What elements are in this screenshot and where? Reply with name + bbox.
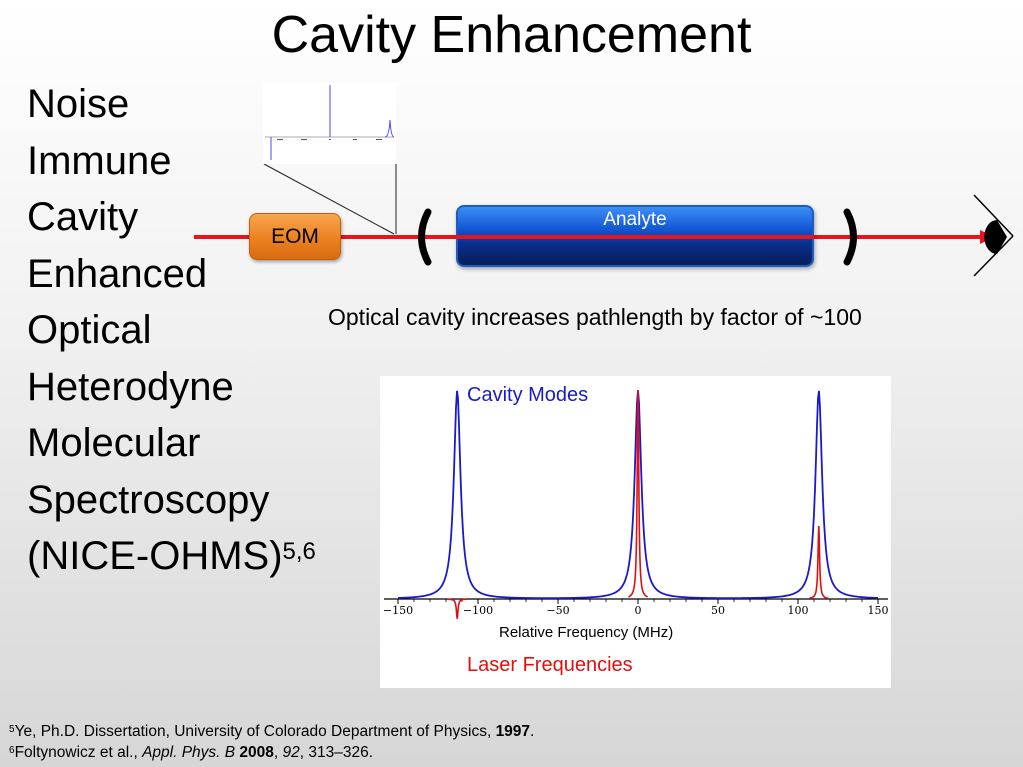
- acronym-line: Spectroscopy: [27, 477, 270, 522]
- series-label-cavity-modes: Cavity Modes: [467, 384, 589, 406]
- reference-5: 5Ye, Ph.D. Dissertation, University of C…: [9, 721, 534, 742]
- reference-text: .: [530, 723, 535, 740]
- acronym-line: Cavity: [27, 195, 139, 239]
- reference-text: Ye, Ph.D. Dissertation, University of Co…: [14, 723, 496, 740]
- reference-volume: 92: [282, 744, 300, 761]
- reference-separator: ,: [273, 744, 283, 761]
- acronym-line: Immune: [27, 138, 172, 183]
- acronym-line: Optical: [27, 308, 152, 352]
- acronym-line: (NICE-OHMS): [27, 534, 283, 578]
- caption-text: Optical cavity increases pathlength by f…: [328, 304, 862, 330]
- laser-frequency-peak: [809, 525, 829, 600]
- acronym-line: Enhanced: [27, 251, 208, 296]
- reference-text: Foltynowicz et al.,: [14, 744, 143, 761]
- reference-number: 6: [9, 745, 15, 756]
- zoom-line-left: [263, 163, 395, 235]
- inset-peak: [384, 119, 395, 138]
- laser-frequency-peak: [447, 598, 467, 619]
- reference-text: , 313–326.: [299, 744, 374, 761]
- x-tick-label: −50: [546, 604, 570, 617]
- reference-6: 6Foltynowicz et al., Appl. Phys. B 2008,…: [9, 742, 534, 763]
- left-mirror: [418, 208, 432, 266]
- acronym-line: Heterodyne: [27, 364, 234, 409]
- cavity-modes-chart: Cavity Modes Laser Frequencies Relative …: [380, 376, 891, 688]
- right-mirror: [843, 208, 857, 266]
- eom-label: EOM: [271, 224, 319, 248]
- acronym-text: Noise Immune Cavity Enhanced Optical Het…: [27, 76, 316, 585]
- x-tick-label: 0: [634, 604, 642, 617]
- cavity-modes-series: [397, 390, 879, 600]
- acronym-line-last: (NICE-OHMS)5,6: [27, 528, 316, 585]
- reference-year: 2008: [239, 744, 274, 761]
- acronym-line: Molecular: [27, 421, 201, 465]
- laser-frequency-peak: [628, 390, 648, 598]
- x-axis-label: Relative Frequency (MHz): [499, 624, 674, 641]
- x-tick-label: −100: [462, 604, 494, 617]
- references: 5Ye, Ph.D. Dissertation, University of C…: [9, 721, 534, 763]
- x-tick-label: 100: [787, 604, 809, 617]
- reference-number: 5: [9, 724, 15, 735]
- acronym-line: Noise: [27, 82, 130, 126]
- reference-journal: Appl. Phys. B: [142, 744, 236, 761]
- series-label-laser-frequencies: Laser Frequencies: [467, 654, 633, 676]
- reference-year: 1997: [495, 723, 531, 740]
- detector-icon: [973, 194, 1014, 277]
- slide-title: Cavity Enhancement: [271, 6, 752, 64]
- eom-box: EOM: [249, 213, 341, 260]
- analyte-cell: Analyte: [456, 205, 814, 267]
- chart-plot-area: [384, 390, 888, 619]
- x-tick-label: 150: [867, 604, 889, 617]
- analyte-label: Analyte: [603, 209, 667, 230]
- citation-superscript: 5,6: [282, 538, 316, 565]
- x-tick-label: −150: [382, 604, 414, 617]
- inset-spectrum-thumbnail: [263, 82, 396, 164]
- x-tick-label: 50: [711, 604, 725, 617]
